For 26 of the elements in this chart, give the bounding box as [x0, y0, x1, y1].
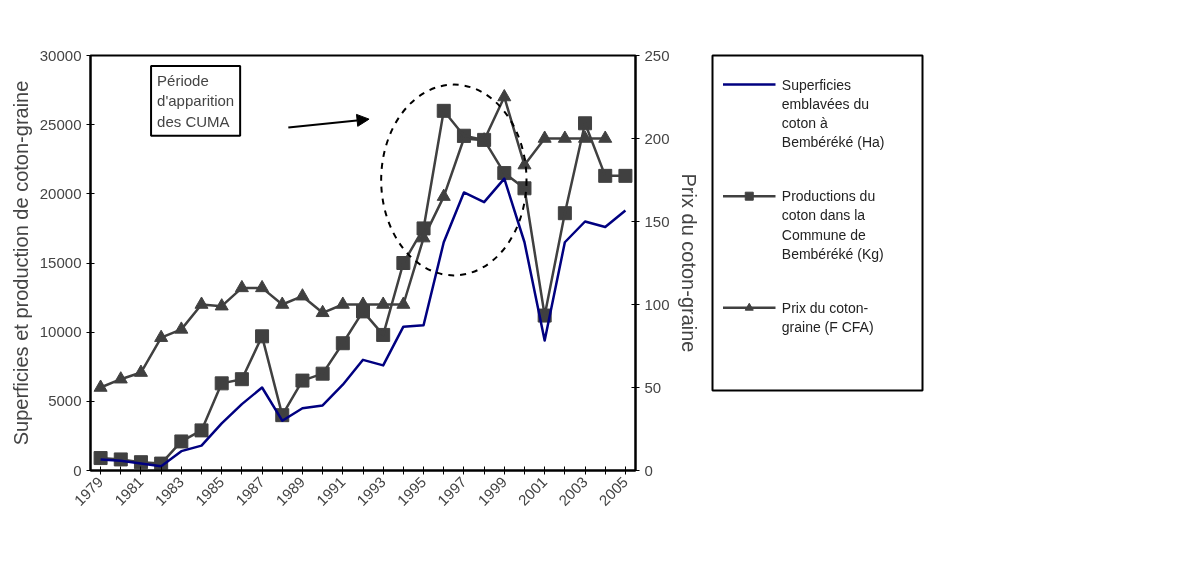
y-axis-title: Superficies et production de coton-graine: [9, 80, 32, 446]
y-tick-label: 25000: [39, 115, 82, 133]
y-tick-label: 0: [73, 461, 82, 479]
y2-tick-label: 0: [644, 461, 653, 479]
annotation: Période d'apparition des CUMA: [157, 71, 235, 130]
y2-tick-label: 200: [644, 129, 670, 147]
y-tick-label: 10000: [39, 323, 82, 341]
y2-tick-label: 50: [644, 378, 662, 396]
y-tick-label: 20000: [39, 184, 82, 202]
y2-axis-title: Prix du coton-graine: [677, 173, 700, 353]
point: [194, 423, 209, 438]
point: [93, 379, 108, 392]
point: [598, 130, 613, 143]
legend-label: Productions du coton dans la Commune de Bembéréké (Kg): [781, 188, 884, 262]
y2-tick-label: 150: [644, 212, 670, 230]
legend-label: Prix du coton-graine (F CFA): [781, 299, 874, 336]
legend-label: Superficies emblavées du coton à Bembéréké (Ha): [781, 76, 885, 151]
point: [214, 298, 229, 311]
point: [618, 168, 633, 183]
y-tick-label: 15000: [39, 254, 82, 271]
point: [93, 451, 108, 466]
y2-tick-label: 250: [644, 46, 670, 64]
y-tick-label: 30000: [39, 46, 82, 64]
y-tick-label: 5000: [48, 392, 82, 410]
point: [295, 373, 310, 388]
y2-tick-label: 100: [644, 295, 670, 313]
